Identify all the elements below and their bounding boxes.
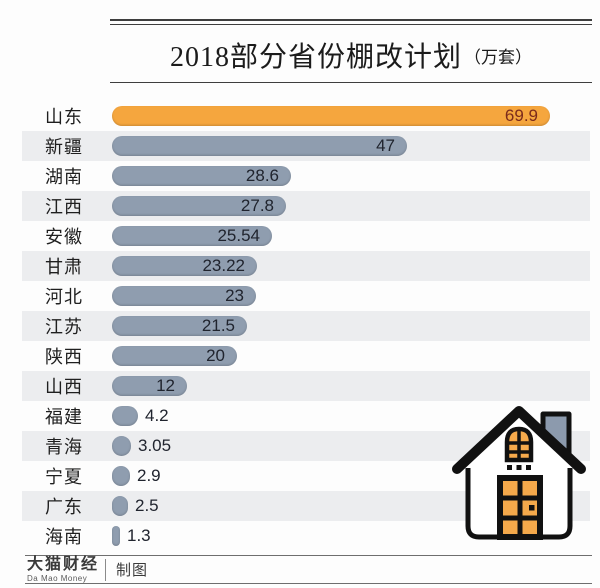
bar-track: 27.8 [112, 196, 590, 216]
value-label: 21.5 [201, 316, 235, 335]
category-label: 青海 [45, 437, 83, 457]
chart-row: 河北 23 [22, 281, 590, 311]
category-label: 甘肃 [45, 257, 83, 277]
category-label: 海南 [45, 527, 83, 547]
category-label: 湖南 [45, 167, 83, 187]
value-label: 4.2 [145, 406, 169, 425]
brand-logo: 大猫财经 Da Mao Money [27, 555, 100, 583]
category-label: 山东 [45, 107, 83, 127]
bar: 23 [112, 286, 256, 306]
value-label: 2.9 [137, 466, 161, 485]
bar-track: 20 [112, 346, 590, 366]
brand-subtitle: Da Mao Money [27, 573, 88, 583]
bar-track: 4.2 [112, 406, 590, 426]
category-label: 安徽 [45, 227, 83, 247]
category-label: 山西 [45, 377, 83, 397]
chart-row: 山西 12 [22, 371, 590, 401]
category-label: 江西 [45, 197, 83, 217]
bar: 27.8 [112, 196, 286, 216]
footer: 大猫财经 Da Mao Money 制图 [27, 556, 592, 583]
chart-row: 湖南 28.6 [22, 161, 590, 191]
header-rule-bottom [110, 82, 592, 83]
bar-track: 2.5 [112, 496, 590, 516]
value-label: 12 [156, 376, 175, 395]
footer-rule-top [25, 555, 592, 556]
bar-track: 12 [112, 376, 590, 396]
bar [112, 496, 128, 516]
chart-row: 甘肃 23.22 [22, 251, 590, 281]
chart-row: 江苏 21.5 [22, 311, 590, 341]
chart-title-text: 2018部分省份棚改计划 [169, 42, 462, 73]
chart-row: 陕西 20 [22, 341, 590, 371]
bar: 25.54 [112, 226, 272, 246]
bar-track: 69.9 [112, 106, 590, 126]
value-label: 3.05 [138, 436, 172, 455]
bar-track: 25.54 [112, 226, 590, 246]
house-icon [452, 406, 586, 540]
value-label: 1.3 [127, 526, 151, 545]
value-label: 25.54 [217, 226, 260, 245]
bar-track: 28.6 [112, 166, 590, 186]
bar [112, 466, 130, 486]
chart-row: 宁夏 2.9 [22, 461, 590, 491]
footer-rule-bottom [25, 583, 592, 584]
bar-track: 1.3 [112, 526, 590, 546]
category-label: 宁夏 [45, 467, 83, 487]
bar [112, 436, 131, 456]
category-label: 新疆 [45, 137, 83, 157]
chart-row: 安徽 25.54 [22, 221, 590, 251]
value-label: 23 [225, 286, 244, 305]
category-label: 陕西 [45, 347, 83, 367]
value-label: 27.8 [240, 196, 274, 215]
bar: 21.5 [112, 316, 247, 336]
chart-row: 江西 27.8 [22, 191, 590, 221]
credit-label: 制图 [116, 562, 149, 579]
bar: 23.22 [112, 256, 257, 276]
bar: 47 [112, 136, 407, 156]
value-label: 28.6 [245, 166, 279, 185]
bar: 69.9 [112, 106, 550, 126]
category-label: 福建 [45, 407, 83, 427]
chart-row: 山东 69.9 [22, 101, 590, 131]
chart-row: 福建 4.2 [22, 401, 590, 431]
bar-track: 23 [112, 286, 590, 306]
value-label: 47 [376, 136, 395, 155]
bar-track: 21.5 [112, 316, 590, 336]
chart-row: 新疆 47 [22, 131, 590, 161]
chart-title: 2018部分省份棚改计划 （万套） [110, 33, 592, 77]
category-label: 河北 [45, 287, 83, 307]
bar [112, 526, 120, 546]
bar-chart: 山东 69.9 新疆 47 湖南 28.6 江西 27.8 安徽 25.54 甘肃 23.22 河北 23… [22, 101, 590, 551]
header-rule-top [110, 19, 592, 25]
bar-track: 3.05 [112, 436, 590, 456]
bar: 28.6 [112, 166, 291, 186]
footer-divider [105, 558, 107, 581]
bar: 20 [112, 346, 237, 366]
value-label: 69.9 [504, 106, 538, 125]
chart-title-unit: （万套） [464, 47, 532, 67]
value-label: 23.22 [202, 256, 245, 275]
chart-row: 海南 1.3 [22, 521, 590, 551]
brand-name: 大猫财经 [27, 555, 100, 573]
bar-track: 2.9 [112, 466, 590, 486]
value-label: 2.5 [135, 496, 159, 515]
value-label: 20 [206, 346, 225, 365]
bar-track: 23.22 [112, 256, 590, 276]
bar: 12 [112, 376, 187, 396]
bar-track: 47 [112, 136, 590, 156]
category-label: 江苏 [45, 317, 83, 337]
bar [112, 406, 138, 426]
category-label: 广东 [45, 497, 83, 517]
